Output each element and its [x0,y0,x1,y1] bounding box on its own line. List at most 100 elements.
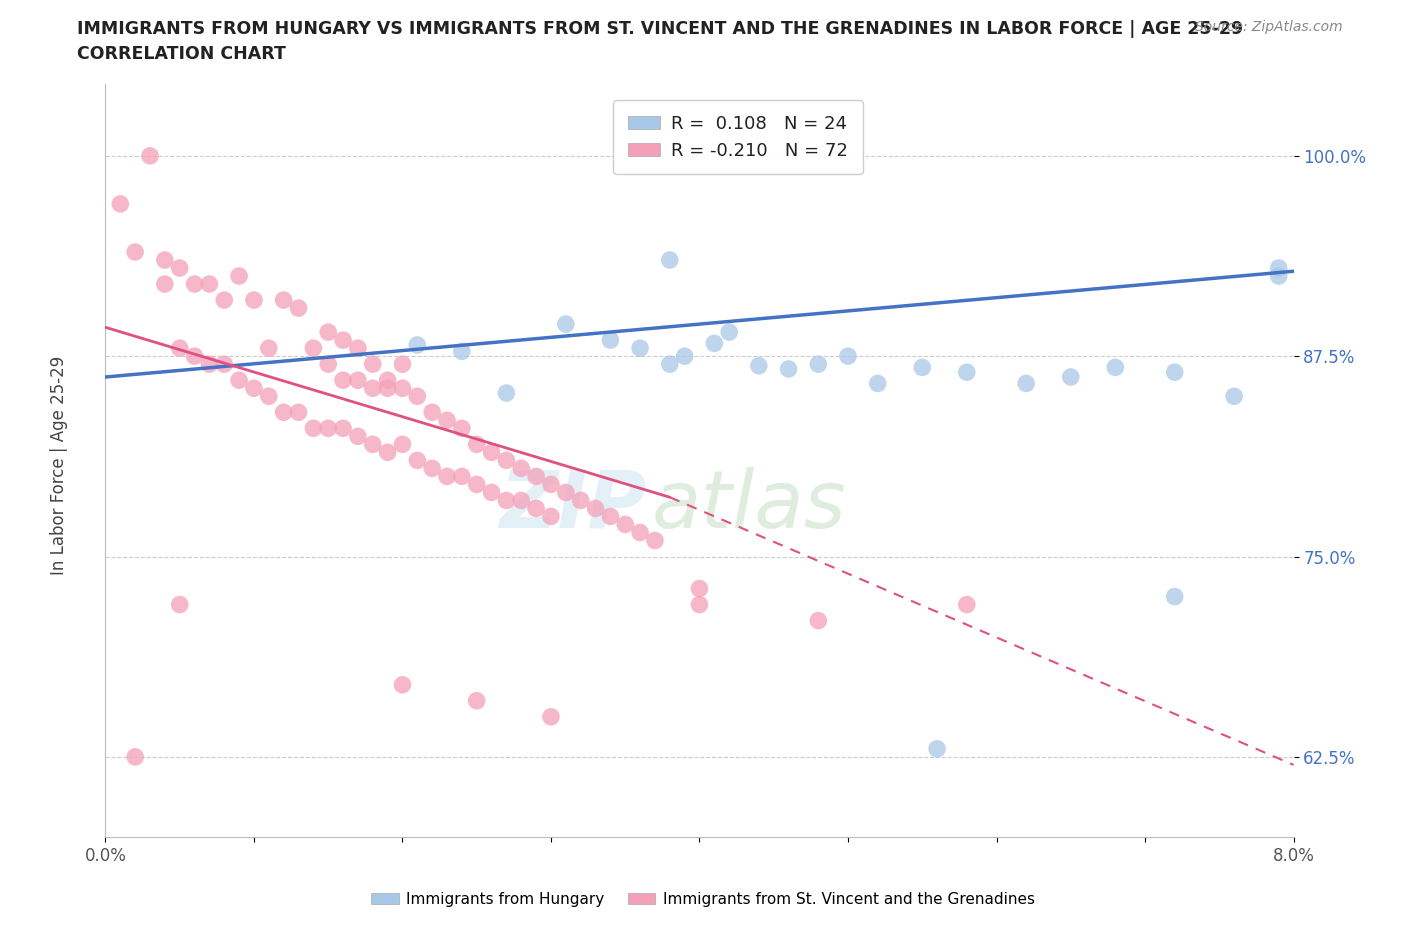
Point [361,437,384,452]
Point [287,405,309,419]
Point [377,445,399,459]
Legend: R =  0.108   N = 24, R = -0.210   N = 72: R = 0.108 N = 24, R = -0.210 N = 72 [613,100,862,174]
Point [911,360,934,375]
Point [228,269,250,284]
Text: IMMIGRANTS FROM HUNGARY VS IMMIGRANTS FROM ST. VINCENT AND THE GRENADINES IN LAB: IMMIGRANTS FROM HUNGARY VS IMMIGRANTS FR… [77,20,1243,38]
Point [420,405,443,419]
Point [807,357,830,372]
Point [450,421,472,436]
Point [1164,589,1187,604]
Point [273,293,295,308]
Point [124,245,146,259]
Point [807,613,830,628]
Point [287,300,309,315]
Point [169,340,191,355]
Point [644,533,666,548]
Point [495,493,517,508]
Point [183,349,205,364]
Point [1267,260,1289,275]
Point [436,413,458,428]
Point [406,453,429,468]
Point [316,421,339,436]
Point [228,373,250,388]
Point [302,340,325,355]
Point [956,365,979,379]
Point [257,389,280,404]
Point [347,373,370,388]
Point [139,149,162,164]
Text: CORRELATION CHART: CORRELATION CHART [77,45,287,62]
Point [347,340,370,355]
Point [569,493,592,508]
Point [183,276,205,291]
Point [1060,369,1083,384]
Point [481,445,503,459]
Point [837,349,859,364]
Point [524,501,547,516]
Point [391,357,413,372]
Point [110,196,132,211]
Point [673,349,696,364]
Point [465,694,488,709]
Point [689,597,711,612]
Point [585,501,607,516]
Point [495,386,517,401]
Point [450,469,472,484]
Point [316,357,339,372]
Point [243,380,266,395]
Point [481,485,503,499]
Point [391,380,413,395]
Point [866,376,889,391]
Point [153,276,176,291]
Point [658,357,681,372]
Point [391,677,413,692]
Point [465,437,488,452]
Point [361,380,384,395]
Point [406,338,429,352]
Point [332,333,354,348]
Point [198,276,221,291]
Point [1164,365,1187,379]
Point [273,405,295,419]
Point [628,525,651,540]
Point [153,253,176,268]
Point [302,421,325,436]
Point [495,453,517,468]
Point [124,750,146,764]
Text: ZIP: ZIP [499,467,645,545]
Point [554,485,576,499]
Point [748,358,770,373]
Point [540,710,562,724]
Point [465,477,488,492]
Point [927,741,949,756]
Point [420,461,443,476]
Point [540,509,562,524]
Point [956,597,979,612]
Point [257,340,280,355]
Point [361,357,384,372]
Point [214,293,236,308]
Point [169,597,191,612]
Point [1015,376,1038,391]
Point [510,493,533,508]
Point [778,362,800,377]
Point [1223,389,1246,404]
Point [316,325,339,339]
Point [510,461,533,476]
Point [391,437,413,452]
Point [689,581,711,596]
Point [377,380,399,395]
Text: In Labor Force | Age 25-29: In Labor Force | Age 25-29 [51,355,67,575]
Point [332,373,354,388]
Point [243,293,266,308]
Point [332,421,354,436]
Point [169,260,191,275]
Point [198,357,221,372]
Point [540,477,562,492]
Point [599,509,621,524]
Point [628,340,651,355]
Point [377,373,399,388]
Point [658,253,681,268]
Legend: Immigrants from Hungary, Immigrants from St. Vincent and the Grenadines: Immigrants from Hungary, Immigrants from… [366,886,1040,913]
Point [703,336,725,351]
